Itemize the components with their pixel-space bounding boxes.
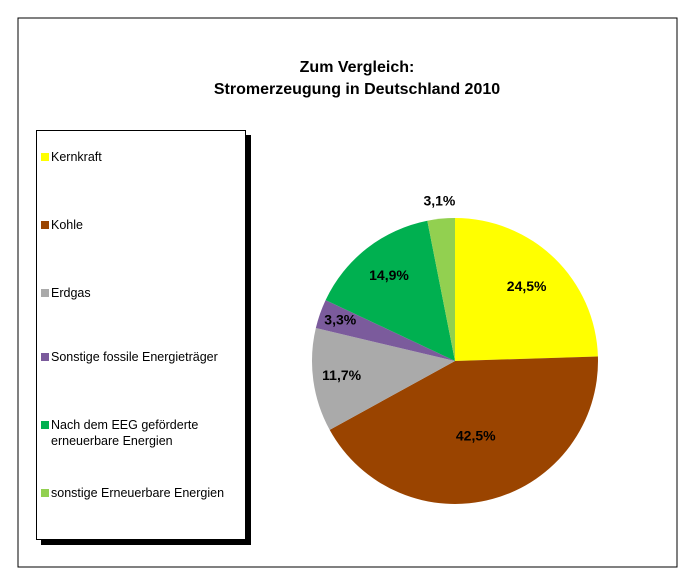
legend-label: Kernkraft — [51, 150, 102, 164]
chart-title: Zum Vergleich: — [300, 59, 415, 76]
legend-swatch — [41, 153, 49, 161]
data-label: 3,3% — [324, 312, 356, 328]
pie-slice — [329, 356, 599, 505]
chart-subtitle: Stromerzeugung in Deutschland 2010 — [214, 81, 500, 98]
legend-item: Kohle — [41, 217, 241, 233]
pie-slice — [312, 328, 455, 430]
legend-item: sonstige Erneuerbare Energien — [41, 485, 241, 501]
data-label: 14,9% — [369, 267, 409, 283]
legend-item: Nach dem EEG geförderte erneuerbare Ener… — [41, 417, 241, 449]
legend-item: Erdgas — [41, 285, 241, 301]
legend-label: Nach dem EEG geförderte erneuerbare Ener… — [51, 418, 199, 448]
legend-item: Sonstige fossile Energieträger — [41, 349, 241, 365]
pie-slice — [427, 218, 455, 361]
data-label: 24,5% — [507, 278, 547, 294]
data-label: 3,1% — [423, 192, 455, 208]
legend-swatch — [41, 353, 49, 361]
data-label: 11,7% — [322, 367, 361, 383]
pie-slice — [315, 300, 455, 361]
legend-label: sonstige Erneuerbare Energien — [51, 486, 225, 500]
pie-slice — [455, 218, 598, 361]
legend: Kernkraft Kohle Erdgas Sonstige fossile Ene… — [36, 130, 246, 540]
legend-label: Erdgas — [51, 286, 91, 300]
legend-swatch — [41, 289, 49, 297]
legend-label: Sonstige fossile Energieträger — [51, 350, 218, 364]
legend-label: Kohle — [51, 218, 83, 232]
pie-slice — [325, 220, 455, 361]
legend-item: Kernkraft — [41, 149, 241, 165]
legend-swatch — [41, 489, 49, 497]
legend-swatch — [41, 221, 49, 229]
data-label: 42,5% — [456, 428, 496, 444]
legend-swatch — [41, 421, 49, 429]
